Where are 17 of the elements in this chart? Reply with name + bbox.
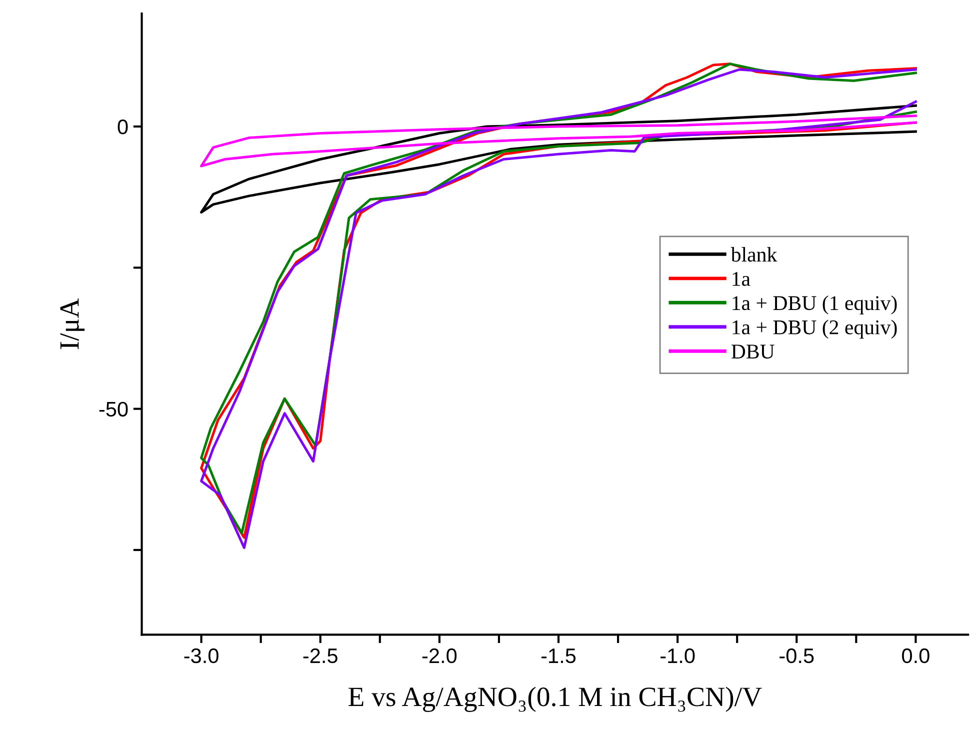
x-tick-label: -2.0 bbox=[422, 648, 457, 664]
x-tick-label: -0.5 bbox=[780, 648, 814, 664]
y-tick-label: 0 bbox=[118, 120, 128, 134]
legend-label: 1a bbox=[732, 272, 750, 286]
y-axis-title: I/μA bbox=[60, 298, 85, 350]
x-tick-label: 0.0 bbox=[902, 648, 930, 664]
x-tick-label: -1.0 bbox=[660, 648, 695, 664]
line-series bbox=[200, 114, 917, 168]
legend-label: DBU bbox=[731, 344, 774, 359]
x-tick-label: -2.5 bbox=[303, 648, 338, 664]
y-tick-label: -50 bbox=[99, 402, 128, 417]
x-axis-title: E vs Ag/AgNO₃(0.1 M in CH₃CN)/V bbox=[348, 686, 762, 712]
legend-label: 1a + DBU (2 equiv) bbox=[732, 320, 897, 339]
legend-label: blank bbox=[730, 247, 778, 262]
legend-label: 1a + DBU (1 equiv) bbox=[732, 295, 897, 314]
x-tick-label: -3.0 bbox=[184, 648, 218, 664]
x-tick-label: -1.5 bbox=[541, 648, 576, 664]
